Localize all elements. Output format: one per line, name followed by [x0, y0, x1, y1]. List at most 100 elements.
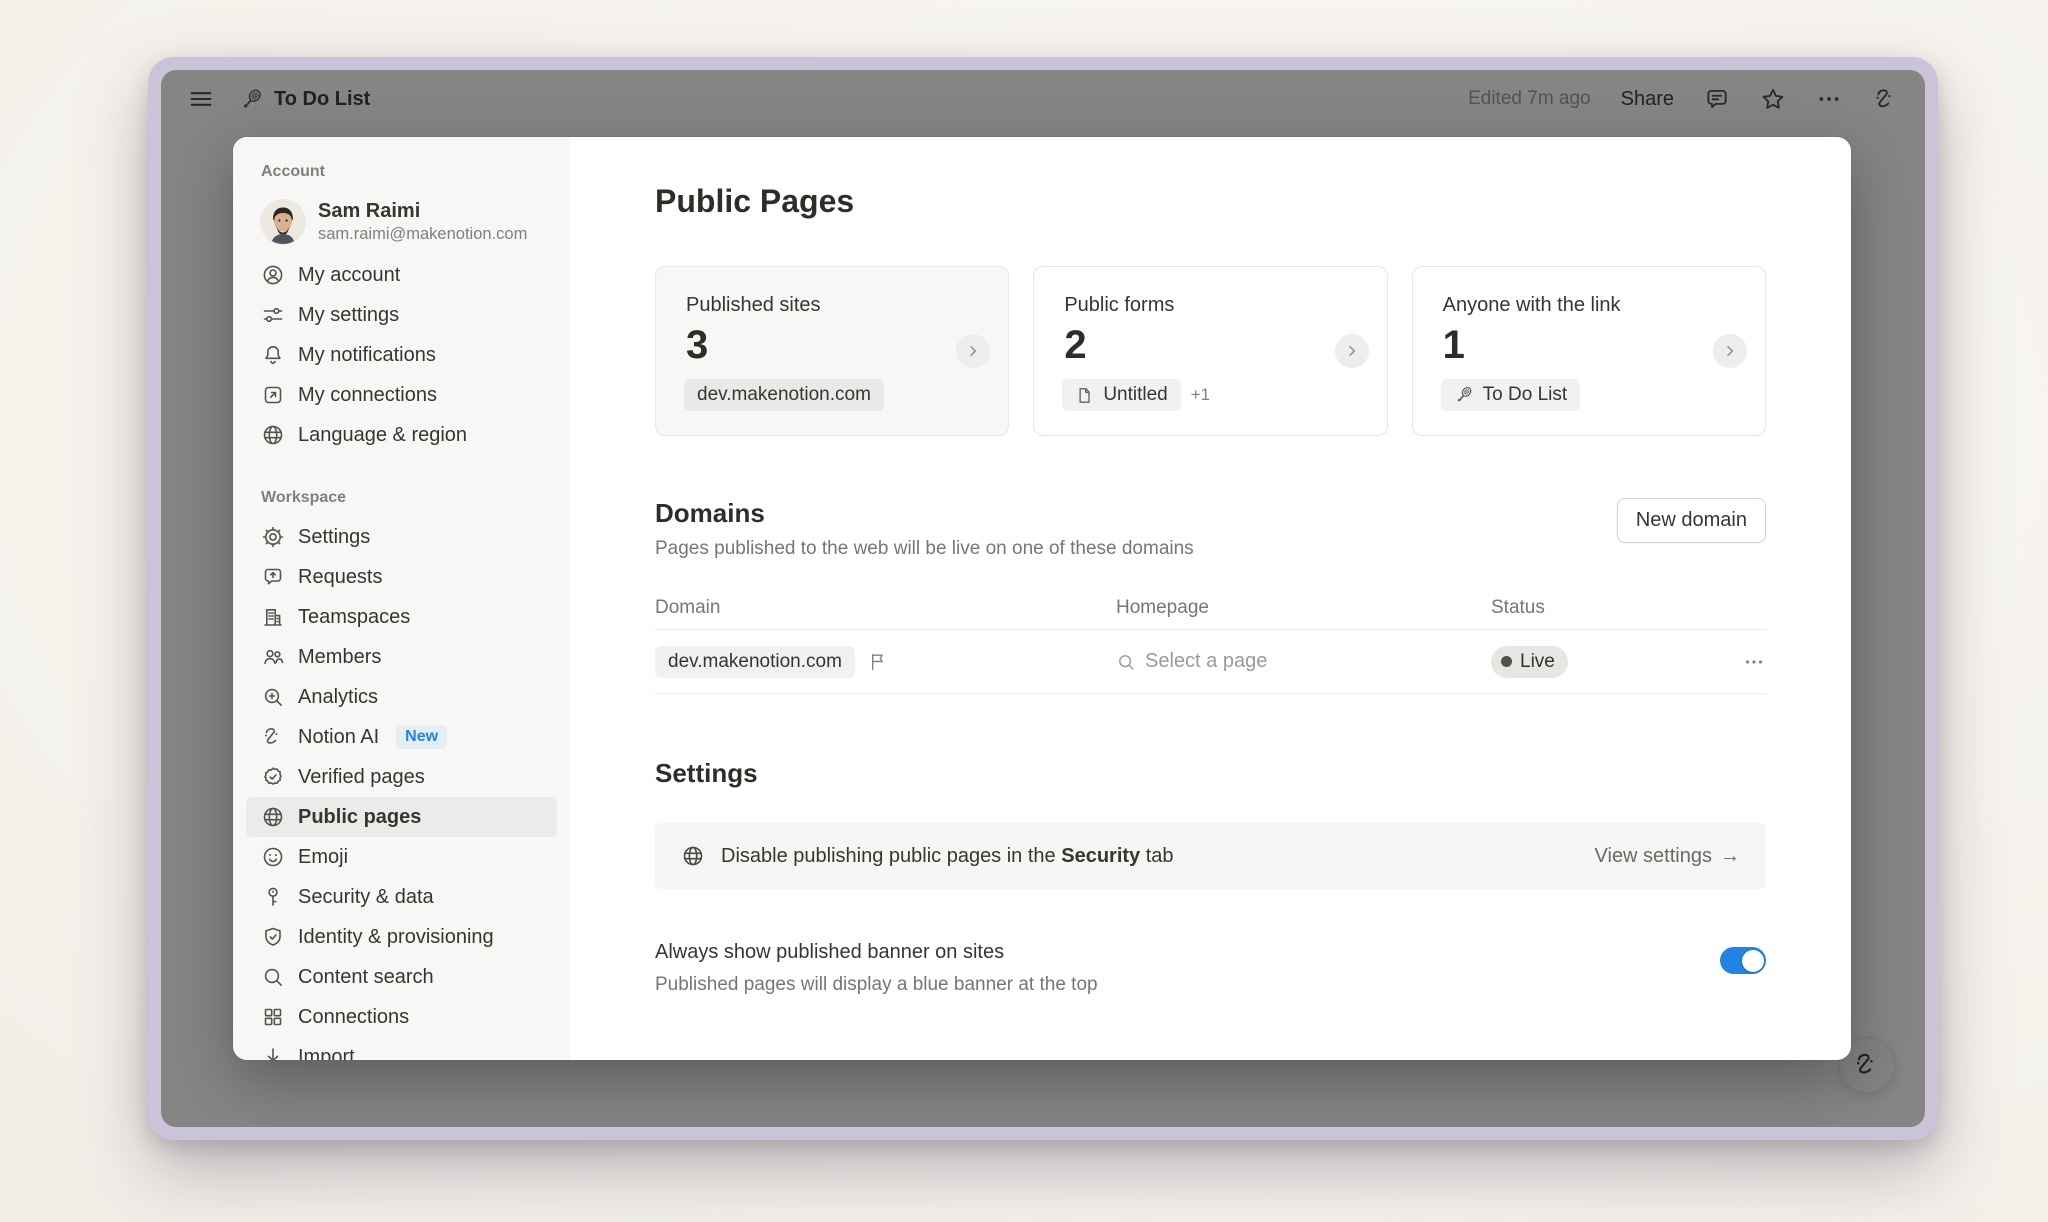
gear-icon	[262, 527, 284, 548]
domains-table: Domain Homepage Status dev.makenotion.co…	[655, 586, 1766, 694]
sidebar-section-account: Account	[261, 163, 325, 180]
live-dot-icon	[1501, 656, 1512, 667]
sidebar-section-workspace: Workspace	[261, 489, 347, 507]
public-forms-arrow-button[interactable]	[1334, 334, 1369, 368]
badminton-racket-icon	[1457, 387, 1472, 402]
sidebar-item-label: Verified pages	[298, 765, 425, 788]
sidebar-item-my-connections[interactable]: My connections	[246, 375, 557, 415]
magnifier-icon	[264, 969, 282, 987]
setting-subtitle: Published pages will display a blue bann…	[655, 974, 1098, 995]
published-banner-toggle[interactable]	[1720, 947, 1766, 974]
user-email: sam.raimi@makenotion.com	[318, 225, 528, 243]
sidebar-item-notion-ai[interactable]: Notion AI New	[246, 717, 557, 757]
arrow-out-box-icon	[264, 387, 282, 404]
sliders-icon	[263, 308, 283, 323]
sidebar-item-label: Settings	[298, 525, 371, 548]
sidebar-item-label: Notion AI	[298, 725, 380, 748]
chevron-right-icon	[970, 345, 977, 357]
sidebar-item-label: Security & data	[298, 885, 434, 908]
page-title: Public Pages	[655, 183, 855, 219]
badge-check-icon	[264, 767, 282, 786]
banner-text: Disable publishing public pages in the S…	[721, 844, 1174, 867]
search-icon	[1119, 654, 1134, 670]
card-count: 3	[686, 323, 709, 367]
sidebar-item-label: Emoji	[298, 845, 349, 868]
sidebar-item-members[interactable]: Members	[246, 637, 557, 677]
form-chip: Untitled	[1062, 379, 1181, 411]
sidebar-item-public-pages[interactable]: Public pages	[246, 797, 557, 838]
new-domain-button[interactable]: New domain	[1616, 498, 1766, 543]
sidebar-item-label: Import	[298, 1045, 355, 1060]
chevron-right-icon	[1348, 345, 1355, 357]
page-chip: To Do List	[1440, 379, 1581, 411]
people-icon	[264, 650, 284, 665]
column-header-status: Status	[1491, 596, 1545, 618]
settings-dialog: Account Sam Raimi sam.raimi@makenotion.c…	[233, 137, 1851, 1060]
security-info-banner: Disable publishing public pages in the S…	[655, 823, 1766, 889]
globe-icon	[683, 846, 703, 866]
sidebar-item-emoji[interactable]: Emoji	[246, 837, 557, 877]
sidebar-item-label: Teamspaces	[298, 605, 411, 628]
public-forms-card[interactable]: Public forms 2 Untitled +1	[1033, 266, 1388, 436]
domains-title: Domains	[655, 498, 765, 528]
sidebar-item-my-account[interactable]: My account	[246, 255, 557, 295]
sidebar-item-security-data[interactable]: Security & data	[246, 877, 557, 917]
sidebar-item-label: Connections	[298, 1005, 410, 1028]
sidebar-item-connections[interactable]: Connections	[246, 997, 557, 1037]
sidebar-item-content-search[interactable]: Content search	[246, 957, 557, 997]
smiley-icon	[263, 848, 283, 867]
domain-chip[interactable]: dev.makenotion.com	[655, 645, 855, 678]
new-badge: New	[396, 725, 448, 750]
sidebar-user-profile[interactable]: Sam Raimi sam.raimi@makenotion.com	[233, 191, 570, 255]
sidebar-item-verified-pages[interactable]: Verified pages	[246, 757, 557, 797]
domain-chip: dev.makenotion.com	[684, 379, 884, 411]
card-count: 1	[1442, 323, 1465, 367]
anyone-with-link-arrow-button[interactable]	[1713, 334, 1747, 368]
sidebar-item-analytics[interactable]: Analytics	[246, 677, 557, 717]
settings-title: Settings	[655, 758, 758, 788]
sidebar-item-my-notifications[interactable]: My notifications	[246, 335, 557, 375]
domain-table-row: dev.makenotion.com Select a page Live	[655, 630, 1766, 694]
settings-sidebar: Account Sam Raimi sam.raimi@makenotion.c…	[233, 137, 570, 1060]
sidebar-item-label: My settings	[298, 303, 400, 326]
sidebar-item-label: Identity & provisioning	[298, 925, 494, 948]
document-icon	[1079, 387, 1091, 403]
sidebar-item-my-settings[interactable]: My settings	[246, 295, 557, 335]
status-badge: Live	[1491, 645, 1568, 678]
summary-cards: Published sites 3 dev.makenotion.com Pub…	[655, 266, 1766, 436]
homepage-select[interactable]: Select a page	[1116, 650, 1491, 673]
sidebar-item-settings[interactable]: Settings	[246, 517, 557, 557]
chevron-right-icon	[1727, 345, 1734, 357]
key-icon	[268, 888, 278, 907]
published-sites-arrow-button[interactable]	[956, 334, 991, 368]
sidebar-item-requests[interactable]: Requests	[246, 557, 557, 597]
arrow-right-icon: →	[1720, 844, 1740, 867]
notion-ai-icon	[265, 728, 278, 745]
sidebar-item-label: Analytics	[298, 685, 379, 708]
sidebar-item-label: Public pages	[298, 805, 422, 828]
domain-row-more-button[interactable]	[1742, 650, 1766, 674]
anyone-with-link-card[interactable]: Anyone with the link 1 To Do List	[1411, 266, 1766, 436]
building-icon	[264, 609, 282, 627]
sidebar-item-language-region[interactable]: Language & region	[246, 415, 557, 455]
sidebar-item-label: My connections	[298, 383, 437, 406]
sidebar-item-import[interactable]: Import	[246, 1037, 557, 1060]
card-count: 2	[1064, 323, 1087, 367]
shield-check-icon	[265, 928, 281, 947]
published-banner-setting: Always show published banner on sites Pu…	[655, 941, 1766, 996]
bell-icon	[265, 346, 281, 365]
notion-window-content: To Do List Edited 7m ago Share	[161, 70, 1925, 1127]
card-label: Anyone with the link	[1442, 294, 1621, 316]
flag-icon[interactable]	[867, 651, 888, 672]
sidebar-item-label: My account	[298, 263, 401, 286]
sidebar-item-identity-provisioning[interactable]: Identity & provisioning	[246, 917, 557, 957]
public-pages-panel: Public Pages Published sites 3 dev.maken…	[570, 137, 1851, 1060]
published-sites-card[interactable]: Published sites 3 dev.makenotion.com	[655, 266, 1010, 436]
domains-table-header: Domain Homepage Status	[655, 586, 1766, 630]
card-label: Public forms	[1064, 294, 1175, 316]
toggle-knob	[1741, 949, 1764, 972]
globe-icon	[263, 426, 283, 445]
view-settings-button[interactable]: View settings →	[1594, 844, 1740, 867]
sidebar-item-teamspaces[interactable]: Teamspaces	[246, 597, 557, 637]
sidebar-item-label: Members	[298, 645, 382, 668]
